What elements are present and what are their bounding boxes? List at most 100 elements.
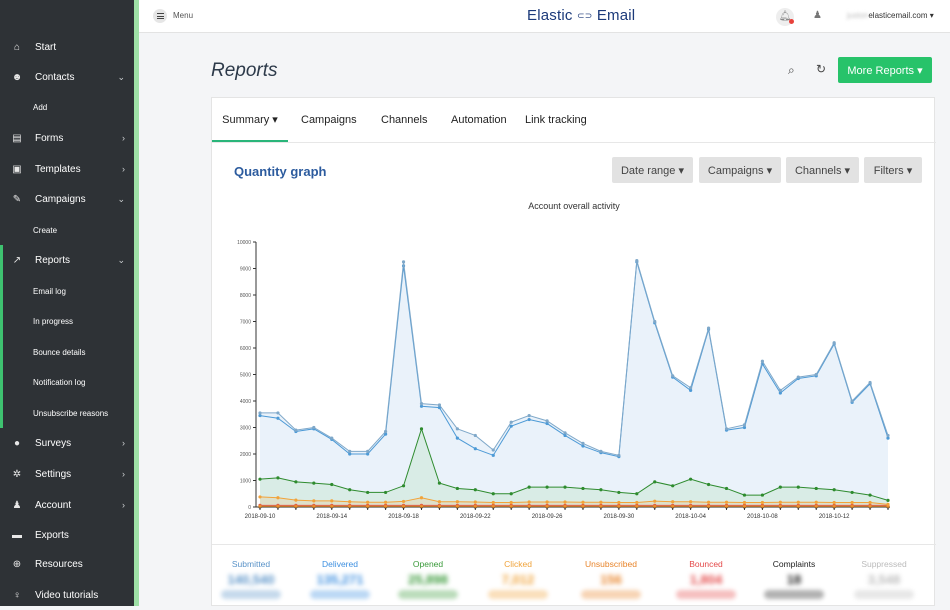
data-point-opened[interactable]	[509, 492, 513, 496]
data-point-clicked[interactable]	[832, 500, 836, 505]
data-point-submitted[interactable]	[527, 413, 531, 418]
data-point-opened[interactable]	[419, 427, 424, 431]
data-point-unsubscribed[interactable]	[545, 504, 549, 508]
data-point-opened[interactable]	[778, 485, 782, 489]
data-point-unsubscribed[interactable]	[760, 504, 765, 508]
filters-dropdown[interactable]: Filters ▾	[864, 157, 922, 183]
data-point-unsubscribed[interactable]	[437, 504, 442, 508]
sidebar-item-create[interactable]: Create	[0, 215, 134, 245]
sidebar-item-add[interactable]: Add	[0, 92, 134, 122]
data-point-unsubscribed[interactable]	[312, 504, 316, 508]
data-point-unsubscribed[interactable]	[419, 504, 424, 508]
data-point-delivered[interactable]	[545, 421, 549, 426]
data-point-clicked[interactable]	[742, 500, 747, 505]
data-point-submitted[interactable]	[312, 425, 316, 430]
data-point-submitted[interactable]	[796, 375, 800, 379]
sidebar-item-start[interactable]: ⌂ Start	[0, 32, 134, 62]
data-point-unsubscribed[interactable]	[366, 504, 370, 508]
data-point-submitted[interactable]	[455, 427, 459, 431]
data-point-submitted[interactable]	[635, 258, 639, 263]
sidebar-item-resources[interactable]: ⊕ Resources	[0, 549, 134, 579]
data-point-submitted[interactable]	[706, 326, 711, 330]
refresh-icon[interactable]: ↻	[816, 62, 827, 76]
data-point-clicked[interactable]	[653, 499, 657, 503]
data-point-submitted[interactable]	[886, 433, 890, 438]
user-email-menu[interactable]: justonelasticemail.com ▾	[847, 11, 934, 20]
sidebar-item-campaigns[interactable]: ✎ Campaigns ⌄	[0, 184, 134, 214]
data-point-delivered[interactable]	[366, 452, 370, 456]
sidebar-item-surveys[interactable]: ● Surveys ›	[0, 428, 134, 458]
data-point-opened[interactable]	[348, 488, 352, 492]
data-point-clicked[interactable]	[635, 500, 639, 505]
sidebar-item-settings[interactable]: ✲ Settings ›	[0, 459, 134, 489]
data-point-opened[interactable]	[473, 488, 477, 492]
stat-opened[interactable]: Opened 25,898 19.14%	[386, 559, 470, 599]
data-point-submitted[interactable]	[401, 260, 406, 264]
stat-delivered[interactable]: Delivered 135,271 96.26%	[298, 559, 382, 599]
data-point-unsubscribed[interactable]	[384, 504, 388, 508]
data-point-submitted[interactable]	[814, 372, 818, 377]
data-point-delivered[interactable]	[491, 453, 495, 457]
sidebar-item-bounce-details[interactable]: Bounce details	[0, 337, 134, 367]
data-point-submitted[interactable]	[330, 436, 334, 440]
tab-link-tracking[interactable]: Link tracking	[525, 114, 587, 126]
campaigns-dropdown[interactable]: Campaigns ▾	[699, 157, 781, 183]
data-point-delivered[interactable]	[276, 416, 280, 420]
data-point-opened[interactable]	[599, 488, 603, 492]
data-point-clicked[interactable]	[814, 500, 818, 504]
data-point-submitted[interactable]	[419, 402, 424, 406]
data-point-unsubscribed[interactable]	[527, 504, 531, 508]
data-point-opened[interactable]	[563, 485, 567, 489]
data-point-clicked[interactable]	[706, 500, 711, 504]
data-point-opened[interactable]	[724, 486, 729, 491]
data-point-clicked[interactable]	[796, 500, 800, 504]
data-point-unsubscribed[interactable]	[868, 504, 872, 508]
data-point-opened[interactable]	[850, 490, 854, 495]
data-point-opened[interactable]	[401, 484, 406, 488]
data-point-clicked[interactable]	[724, 500, 729, 504]
data-point-unsubscribed[interactable]	[635, 504, 639, 508]
data-point-clicked[interactable]	[437, 500, 442, 504]
data-point-delivered[interactable]	[509, 424, 513, 428]
sidebar-item-video-tutorials[interactable]: ♀ Video tutorials	[0, 580, 134, 610]
data-point-opened[interactable]	[742, 493, 747, 497]
data-point-clicked[interactable]	[850, 500, 854, 505]
data-point-opened[interactable]	[760, 493, 765, 497]
data-point-delivered[interactable]	[473, 447, 477, 451]
data-point-clicked[interactable]	[330, 499, 334, 503]
data-point-submitted[interactable]	[832, 341, 836, 345]
data-point-clicked[interactable]	[294, 498, 298, 502]
data-point-opened[interactable]	[366, 490, 370, 495]
data-point-unsubscribed[interactable]	[724, 504, 729, 508]
data-point-unsubscribed[interactable]	[706, 504, 711, 508]
data-point-submitted[interactable]	[868, 380, 872, 385]
data-point-opened[interactable]	[796, 485, 800, 489]
data-point-delivered[interactable]	[886, 436, 890, 440]
data-point-submitted[interactable]	[384, 429, 388, 434]
tab-channels[interactable]: Channels	[381, 114, 428, 126]
tab-automation[interactable]: Automation	[451, 114, 507, 126]
data-point-submitted[interactable]	[653, 319, 657, 324]
sidebar-item-reports[interactable]: ↗ Reports ⌄	[0, 245, 134, 275]
data-point-delivered[interactable]	[258, 413, 262, 418]
data-point-clicked[interactable]	[671, 500, 675, 504]
date-range-dropdown[interactable]: Date range ▾	[612, 157, 693, 183]
data-point-unsubscribed[interactable]	[581, 504, 585, 508]
stat-unsubscribed[interactable]: Unsubscribed 156 0.12%	[569, 559, 653, 599]
data-point-clicked[interactable]	[778, 500, 782, 504]
data-point-unsubscribed[interactable]	[617, 504, 621, 508]
data-point-unsubscribed[interactable]	[814, 504, 818, 508]
data-point-submitted[interactable]	[850, 399, 854, 403]
channels-dropdown[interactable]: Channels ▾	[786, 157, 859, 183]
data-point-opened[interactable]	[689, 477, 693, 481]
data-point-clicked[interactable]	[563, 500, 567, 504]
data-point-opened[interactable]	[330, 482, 334, 487]
search-icon[interactable]: ⌕	[788, 63, 795, 77]
data-point-submitted[interactable]	[473, 433, 477, 438]
data-point-delivered[interactable]	[455, 436, 459, 440]
data-point-delivered[interactable]	[419, 404, 424, 408]
data-point-submitted[interactable]	[689, 386, 693, 390]
data-point-clicked[interactable]	[581, 500, 585, 504]
data-point-unsubscribed[interactable]	[258, 504, 262, 508]
sidebar-item-notification-log[interactable]: Notification log	[0, 367, 134, 397]
